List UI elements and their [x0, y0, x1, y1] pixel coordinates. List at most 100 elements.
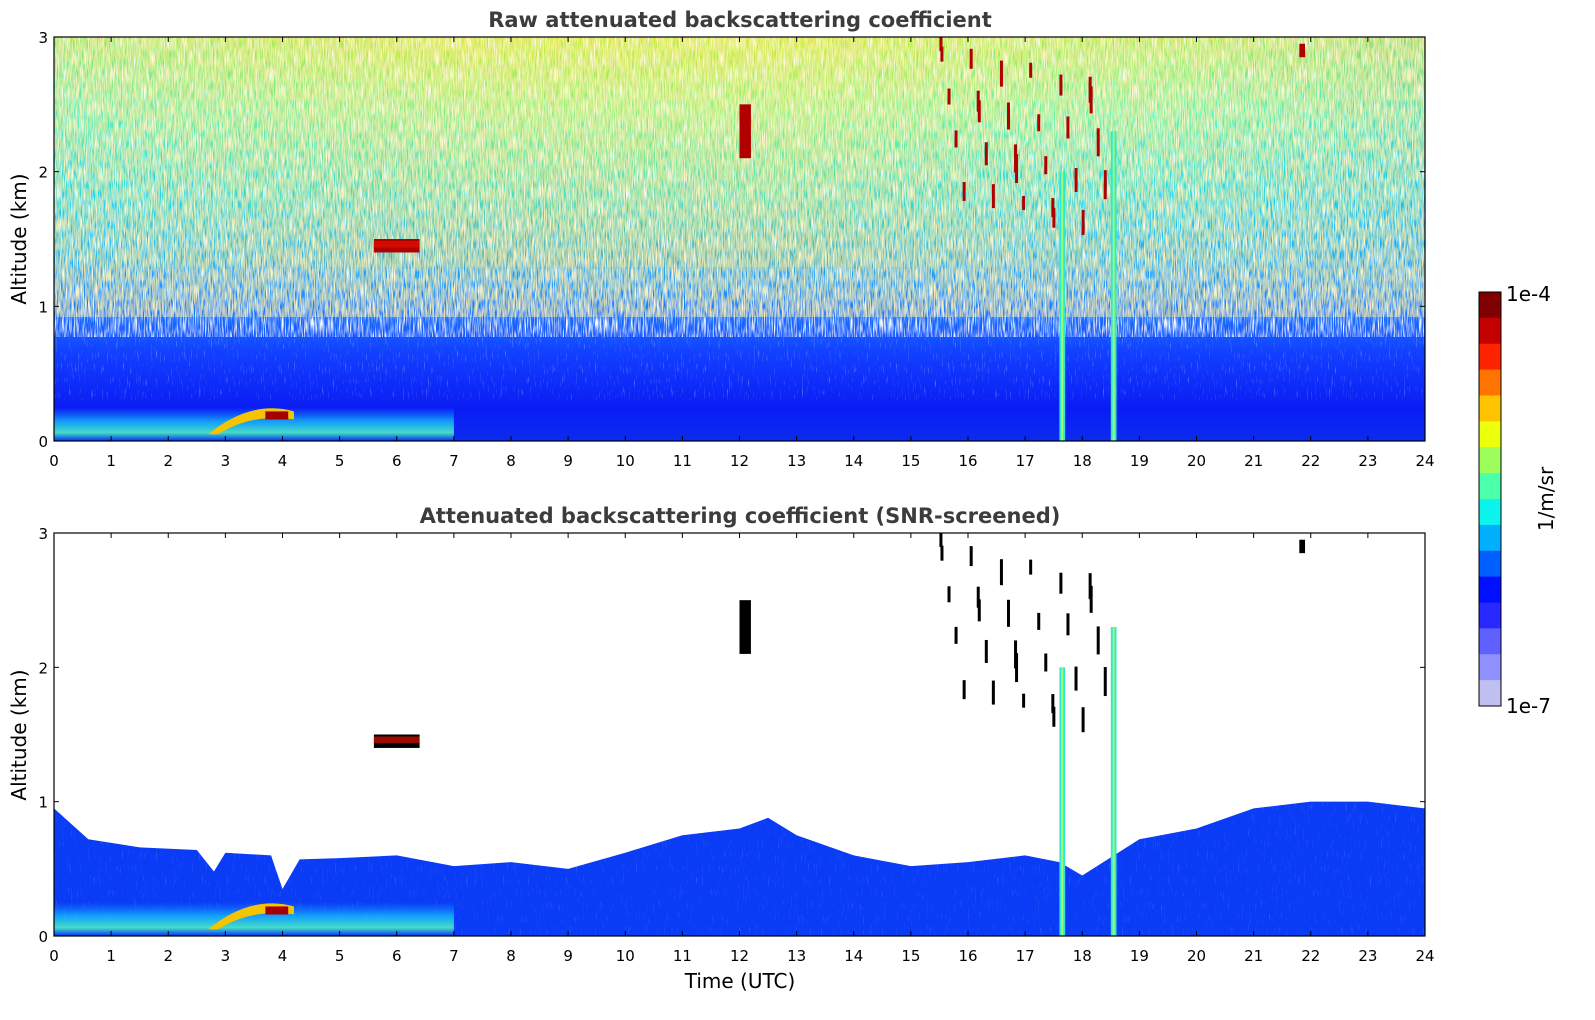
colorbar-frame — [1478, 291, 1502, 707]
x-tick-label: 1 — [106, 947, 116, 965]
colorbar-max-label: 1e-4 — [1506, 282, 1551, 306]
cloud-streak — [1037, 114, 1041, 132]
cloud-streak — [1059, 572, 1063, 594]
x-tick-label: 7 — [449, 452, 459, 470]
precipitation-core — [1112, 627, 1115, 936]
cloud-streak — [1081, 209, 1085, 235]
x-tick-label: 8 — [506, 947, 516, 965]
x-tick-label: 9 — [563, 947, 573, 965]
cloud-streak — [991, 184, 995, 209]
panel-raw-title: Raw attenuated backscattering coefficien… — [488, 8, 992, 32]
colorbar-band — [1479, 602, 1501, 629]
cloud-streak — [977, 599, 981, 622]
x-tick-label: 2 — [163, 452, 173, 470]
cloud-streak — [1096, 626, 1100, 655]
cloud-streak — [1029, 62, 1033, 78]
x-tick-label: 11 — [673, 452, 692, 470]
cloud-streak — [1044, 156, 1048, 175]
cloud-streak — [1052, 207, 1056, 228]
x-tick-label: 7 — [449, 947, 459, 965]
cloud-streak — [1029, 559, 1033, 575]
cloud-patch-edge — [373, 241, 420, 248]
cloud-streak — [947, 88, 951, 105]
colorbar-band — [1479, 317, 1501, 345]
cloud-streak — [1066, 613, 1070, 636]
y-tick-label: 3 — [38, 29, 48, 47]
cloud-streak — [1059, 74, 1063, 96]
colorbar-bands — [1479, 292, 1501, 707]
x-tick-label: 5 — [335, 452, 345, 470]
panel-raw-ticks: 0 1 2 3 4 5 6 7 8 9 10 11 12 13 14 15 16 17 18 19 20 21 22 23 24… — [38, 29, 1434, 470]
x-tick-label: 21 — [1244, 947, 1263, 965]
x-tick-label: 0 — [49, 452, 59, 470]
panel-raw: Raw attenuated backscattering coefficien… — [7, 8, 1435, 470]
colorbar-min-label: 1e-7 — [1506, 694, 1551, 718]
x-tick-label: 8 — [506, 452, 516, 470]
x-tick-label: 13 — [787, 452, 806, 470]
x-tick-label: 0 — [49, 947, 59, 965]
cloud-streak — [1015, 154, 1019, 184]
colorbar-band — [1479, 343, 1501, 371]
x-tick-label: 23 — [1358, 452, 1377, 470]
raw-noise-lower — [54, 330, 1425, 400]
colorbar-band — [1479, 550, 1501, 578]
cloud-streak — [1052, 706, 1056, 727]
colorbar-band — [1479, 680, 1501, 707]
colorbar-band — [1479, 421, 1501, 448]
colorbar-band — [1479, 447, 1501, 474]
x-tick-label: 16 — [958, 452, 977, 470]
cloud-streak — [947, 586, 951, 603]
cloud-streak — [999, 60, 1003, 87]
x-tick-label: 9 — [563, 452, 573, 470]
cloud-streak — [1066, 116, 1070, 139]
panel-raw-plot-area — [54, 37, 1425, 441]
x-tick-label: 21 — [1244, 452, 1263, 470]
cloud-streak — [954, 626, 958, 644]
x-tick-label: 15 — [901, 452, 920, 470]
x-tick-label: 11 — [673, 947, 692, 965]
cloud-streak — [939, 37, 943, 51]
precipitation-core — [1112, 131, 1115, 441]
x-tick-label: 1 — [106, 452, 116, 470]
cloud-streak — [939, 533, 943, 547]
cloud-streak — [976, 586, 980, 608]
x-tick-label: 14 — [844, 947, 863, 965]
colorbar-unit-label: 1/m/sr — [1534, 466, 1558, 531]
x-tick-label: 15 — [901, 947, 920, 965]
x-tick-label: 22 — [1301, 452, 1320, 470]
colorbar-band — [1479, 499, 1501, 526]
x-tick-label: 14 — [844, 452, 863, 470]
cloud-streak — [1051, 198, 1055, 218]
cloud-streak — [984, 639, 988, 663]
cloud-streak — [969, 546, 973, 567]
x-tick-label: 6 — [392, 947, 402, 965]
cloud-patch — [739, 600, 751, 654]
x-tick-label: 6 — [392, 452, 402, 470]
x-tick-label: 18 — [1073, 947, 1092, 965]
precipitation-core — [1061, 667, 1064, 936]
cloud-streak — [1022, 195, 1026, 210]
x-tick-label: 12 — [730, 452, 749, 470]
panel-screened-plot-area — [54, 533, 1425, 936]
x-tick-label: 20 — [1187, 947, 1206, 965]
cloud-streak — [962, 680, 966, 700]
x-tick-label: 16 — [958, 947, 977, 965]
x-tick-label: 5 — [335, 947, 345, 965]
cloud-streak — [1096, 128, 1100, 157]
cloud-streak — [1081, 707, 1085, 733]
cloud-streak — [1051, 694, 1055, 714]
x-tick-label: 4 — [278, 452, 288, 470]
cloud-streak — [940, 46, 944, 62]
x-tick-label: 10 — [616, 452, 635, 470]
panel-screened-xlabel: Time (UTC) — [684, 969, 796, 993]
colorbar-band — [1479, 524, 1501, 552]
x-tick-label: 10 — [616, 947, 635, 965]
cloud-streak — [1022, 693, 1026, 708]
x-tick-label: 13 — [787, 947, 806, 965]
panel-screened-ticks: 0 1 2 3 4 5 6 7 8 9 10 11 12 13 14 15 16 17 18 19 20 21 22 23 24… — [38, 525, 1434, 965]
colorbar-band — [1479, 628, 1501, 655]
cloud-streak — [954, 130, 958, 148]
colorbar-band — [1479, 576, 1501, 603]
y-tick-label: 0 — [38, 928, 48, 946]
